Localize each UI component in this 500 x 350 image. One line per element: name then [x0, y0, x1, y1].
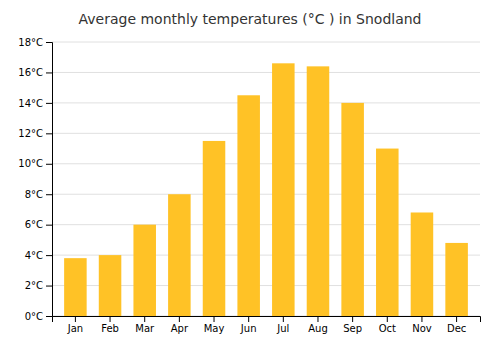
tick: 8°C: [25, 189, 52, 200]
tick: 16°C: [18, 67, 52, 78]
tick-mark: [317, 316, 318, 322]
tick-mark: [110, 316, 111, 322]
tick-mark: [456, 316, 457, 322]
bar: [64, 258, 87, 316]
tick-mark: [283, 316, 284, 322]
tick: Aug: [308, 316, 328, 334]
tick: Jun: [240, 316, 257, 334]
x-axis: Jan Feb Mar Apr May Jun Jul Aug Sep Oct Nov Dec: [53, 316, 481, 334]
tick-label: 2°C: [25, 280, 43, 291]
tick-mark: [352, 316, 353, 322]
grid-line: [52, 42, 480, 43]
bar: [168, 194, 191, 316]
tick: 14°C: [18, 98, 52, 109]
tick-mark: [75, 316, 76, 322]
tick-label: 16°C: [18, 67, 43, 78]
bar: [341, 103, 364, 316]
tick-mark: [387, 316, 388, 322]
tick: Apr: [171, 316, 189, 334]
axis-line: [46, 43, 53, 317]
bar: [376, 149, 399, 316]
tick-label: Nov: [412, 323, 432, 334]
tick-mark: [421, 316, 422, 322]
tick-label: Aug: [308, 323, 328, 334]
grid-line: [52, 133, 480, 134]
tick: 12°C: [18, 128, 52, 139]
tick-label: Apr: [171, 323, 189, 334]
tick-label: Jan: [67, 323, 83, 334]
tick-mark: [248, 316, 249, 322]
tick: May: [204, 316, 225, 334]
chart-container: 0°C 2°C 4°C 6°C 8°C 10°C 12°C 14°C 16°C 18°C Jan Fe…: [0, 0, 500, 350]
tick-mark: [179, 316, 180, 322]
tick-label: 8°C: [25, 189, 43, 200]
tick-label: 10°C: [18, 158, 43, 169]
grid-line: [52, 163, 480, 164]
bar: [203, 141, 226, 316]
tick-mark: [46, 316, 52, 317]
bars: [64, 63, 468, 316]
bar: [411, 212, 434, 316]
axis-line: [53, 317, 481, 323]
bar: [272, 63, 295, 316]
tick-label: Jun: [240, 323, 257, 334]
tick-label: 0°C: [25, 311, 43, 322]
tick-label: May: [204, 323, 225, 334]
tick-label: 4°C: [25, 250, 43, 261]
tick-label: 12°C: [18, 128, 43, 139]
tick-label: Sep: [343, 323, 362, 334]
tick-label: Jul: [276, 323, 289, 334]
tick-label: Oct: [379, 323, 396, 334]
tick: Oct: [379, 316, 396, 334]
grid: [52, 42, 480, 316]
tick: 6°C: [25, 219, 52, 230]
tick: Dec: [447, 316, 466, 334]
tick-label: Mar: [135, 323, 155, 334]
y-axis: 0°C 2°C 4°C 6°C 8°C 10°C 12°C 14°C 16°C 18°C: [18, 37, 52, 322]
tick: Mar: [135, 316, 155, 334]
tick: Feb: [101, 316, 119, 334]
tick: 10°C: [18, 158, 52, 169]
grid-line: [52, 72, 480, 73]
title: Average monthly temperatures (°C ) in Sn…: [79, 11, 422, 27]
tick-mark: [46, 194, 52, 195]
tick-mark: [46, 42, 52, 43]
tick-mark: [46, 103, 52, 104]
tick: Sep: [343, 316, 362, 334]
tick: Jul: [276, 316, 289, 334]
tick-mark: [144, 316, 145, 322]
tick: Jan: [67, 316, 83, 334]
tick-mark: [46, 225, 52, 226]
tick-mark: [46, 72, 52, 73]
tick-label: Feb: [101, 323, 119, 334]
bar: [133, 225, 156, 316]
grid-line: [52, 102, 480, 103]
grid-line: [52, 194, 480, 195]
tick-mark: [46, 164, 52, 165]
tick-label: 18°C: [18, 37, 43, 48]
tick: Nov: [412, 316, 432, 334]
bar: [99, 255, 122, 316]
tick-mark: [46, 255, 52, 256]
tick-label: Dec: [447, 323, 466, 334]
bar: [237, 95, 260, 316]
plot: 0°C 2°C 4°C 6°C 8°C 10°C 12°C 14°C 16°C 18°C Jan Fe…: [18, 37, 480, 334]
tick-mark: [214, 316, 215, 322]
chart: 0°C 2°C 4°C 6°C 8°C 10°C 12°C 14°C 16°C 18°C Jan Fe…: [0, 0, 500, 350]
tick-label: 6°C: [25, 219, 43, 230]
bar: [445, 243, 468, 316]
tick: 2°C: [25, 280, 52, 291]
bar: [307, 66, 330, 316]
tick: 18°C: [18, 37, 52, 48]
tick: 4°C: [25, 250, 52, 261]
tick-mark: [46, 286, 52, 287]
tick-label: 14°C: [18, 98, 43, 109]
tick: 0°C: [25, 311, 52, 322]
tick-mark: [46, 133, 52, 134]
